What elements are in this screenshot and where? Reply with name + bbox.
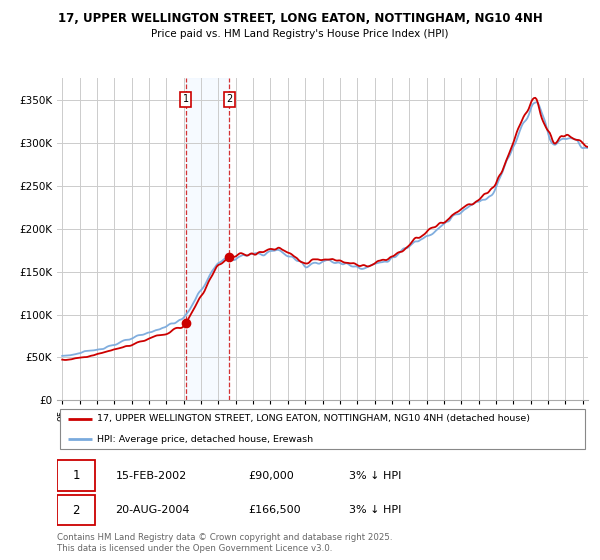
- FancyBboxPatch shape: [59, 409, 585, 449]
- Text: 1: 1: [182, 94, 189, 104]
- FancyBboxPatch shape: [57, 460, 95, 491]
- Text: £166,500: £166,500: [248, 505, 301, 515]
- Text: 1: 1: [73, 469, 80, 482]
- Text: Contains HM Land Registry data © Crown copyright and database right 2025.
This d: Contains HM Land Registry data © Crown c…: [57, 533, 392, 553]
- Text: 20-AUG-2004: 20-AUG-2004: [115, 505, 190, 515]
- Text: 3% ↓ HPI: 3% ↓ HPI: [349, 505, 401, 515]
- Text: 17, UPPER WELLINGTON STREET, LONG EATON, NOTTINGHAM, NG10 4NH (detached house): 17, UPPER WELLINGTON STREET, LONG EATON,…: [97, 414, 530, 423]
- Text: 2: 2: [73, 503, 80, 516]
- Text: 17, UPPER WELLINGTON STREET, LONG EATON, NOTTINGHAM, NG10 4NH: 17, UPPER WELLINGTON STREET, LONG EATON,…: [58, 12, 542, 25]
- Text: 3% ↓ HPI: 3% ↓ HPI: [349, 471, 401, 480]
- Text: £90,000: £90,000: [248, 471, 294, 480]
- Text: Price paid vs. HM Land Registry's House Price Index (HPI): Price paid vs. HM Land Registry's House …: [151, 29, 449, 39]
- Text: 2: 2: [226, 94, 233, 104]
- Text: HPI: Average price, detached house, Erewash: HPI: Average price, detached house, Erew…: [97, 435, 313, 444]
- Text: 15-FEB-2002: 15-FEB-2002: [115, 471, 187, 480]
- Bar: [186, 78, 229, 400]
- FancyBboxPatch shape: [57, 494, 95, 525]
